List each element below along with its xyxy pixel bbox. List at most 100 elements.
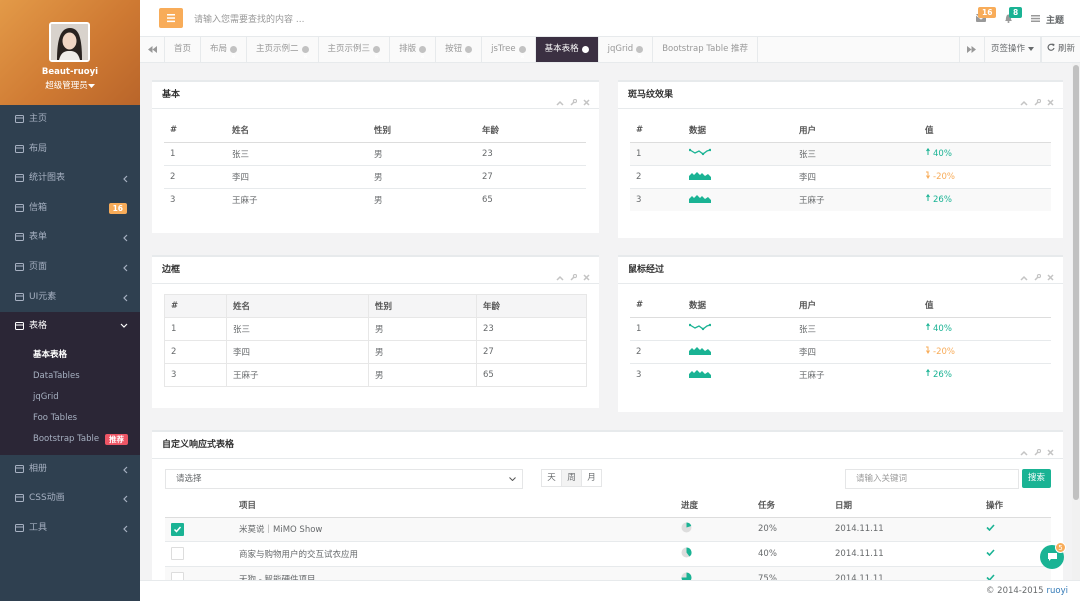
tab[interactable]: jsTree bbox=[482, 37, 536, 62]
icon bbox=[1047, 449, 1054, 456]
table-row[interactable]: 3 王麻子 26% bbox=[630, 362, 1051, 386]
search-input[interactable]: 请输入关键词 bbox=[845, 469, 1019, 489]
tab[interactable]: 按钮 bbox=[436, 37, 483, 62]
menu-item[interactable]: 表格 bbox=[0, 312, 140, 342]
icon bbox=[583, 274, 590, 281]
tab-close[interactable] bbox=[518, 46, 526, 59]
tab-close[interactable] bbox=[581, 46, 589, 59]
tab[interactable]: Bootstrap Table 推荐 bbox=[653, 37, 759, 62]
config-icon[interactable] bbox=[570, 266, 578, 293]
checkbox[interactable] bbox=[171, 547, 184, 561]
menu-item[interactable]: CSS动画 bbox=[0, 484, 140, 514]
tab-close[interactable] bbox=[301, 46, 309, 59]
spacer bbox=[758, 37, 959, 62]
table-row[interactable]: 1 张三 40% bbox=[630, 316, 1051, 340]
close-icon[interactable] bbox=[583, 266, 590, 293]
panel-body: # 姓名 性别 年龄 1 张三男 23 2 李四男 27 3 王麻子男 65 bbox=[152, 109, 599, 221]
action-cell bbox=[980, 565, 1051, 580]
close-icon[interactable] bbox=[1047, 266, 1054, 293]
menu-toggle[interactable] bbox=[159, 8, 183, 28]
table: # 数据 用户值 1 张三 40% 2 李四 -20% 3 王麻子 26% bbox=[630, 294, 1051, 386]
table-row[interactable]: 2 李四 -20% bbox=[630, 339, 1051, 363]
tab[interactable]: 排版 bbox=[390, 37, 437, 62]
rect-shape bbox=[167, 17, 175, 19]
menu-item[interactable]: 统计图表 bbox=[0, 164, 140, 194]
range-button[interactable]: 天 bbox=[541, 469, 562, 487]
checkbox[interactable] bbox=[171, 522, 184, 536]
menu-label: 相册 bbox=[29, 463, 48, 474]
cell: 3 bbox=[630, 187, 683, 211]
submenu-label: Foo Tables bbox=[33, 412, 78, 423]
collapse-icon[interactable] bbox=[556, 91, 564, 118]
footer-link[interactable]: ruoyi bbox=[1046, 586, 1068, 596]
config-icon[interactable] bbox=[1034, 266, 1042, 293]
tab-close[interactable] bbox=[636, 46, 644, 59]
circle-shape bbox=[1036, 98, 1042, 104]
cell: 23 bbox=[476, 141, 586, 165]
tab-label: 主页示例三 bbox=[327, 44, 371, 54]
table-row: 米莫说｜MiMO Show 20% 2014.11.11 bbox=[165, 516, 1051, 542]
close-icon[interactable] bbox=[1047, 441, 1054, 468]
theme-link[interactable]: 主题 bbox=[1046, 16, 1065, 26]
menu-item[interactable]: 信箱 16 bbox=[0, 194, 140, 224]
submenu-item[interactable]: 基本表格 bbox=[0, 345, 140, 366]
select[interactable]: 请选择 bbox=[165, 469, 523, 489]
tab-actions[interactable]: 页签操作 bbox=[983, 37, 1041, 62]
menu-item[interactable]: 主页 bbox=[0, 105, 140, 135]
config-icon[interactable] bbox=[570, 91, 578, 118]
icon bbox=[15, 523, 24, 532]
collapse-icon[interactable] bbox=[1020, 441, 1028, 468]
menu-item[interactable]: UI元素 bbox=[0, 283, 140, 313]
menu-item[interactable]: 相册 bbox=[0, 455, 140, 485]
config-icon[interactable] bbox=[1034, 441, 1042, 468]
config-icon[interactable] bbox=[1034, 91, 1042, 118]
tab-prev[interactable] bbox=[140, 37, 165, 62]
submenu-item[interactable]: Foo Tables bbox=[0, 408, 140, 429]
cell: 商家与购物用户的交互试衣应用 bbox=[233, 541, 675, 566]
path-shape bbox=[689, 149, 711, 155]
range-button[interactable]: 周 bbox=[561, 469, 582, 487]
icon bbox=[570, 273, 578, 281]
tab-close[interactable] bbox=[419, 46, 427, 59]
menu-item[interactable]: 页面 bbox=[0, 253, 140, 283]
table-row: 2 李四 -20% bbox=[630, 164, 1051, 188]
collapse-icon[interactable] bbox=[1020, 266, 1028, 293]
tab[interactable]: 首页 bbox=[165, 37, 202, 62]
submenu-item[interactable]: DataTables bbox=[0, 366, 140, 387]
column-header: 日期 bbox=[829, 494, 980, 518]
tab[interactable]: 布局 bbox=[201, 37, 248, 62]
path-shape bbox=[1020, 275, 1028, 281]
close-icon[interactable] bbox=[1047, 91, 1054, 118]
submenu-item[interactable]: Bootstrap Table 推荐 bbox=[0, 429, 140, 450]
cell: 2014.11.11 bbox=[829, 541, 980, 566]
tab-close[interactable] bbox=[373, 46, 381, 59]
tbody: 米莫说｜MiMO Show 20% 2014.11.11 商家与购物用户的交互试衣应用… bbox=[165, 516, 1051, 580]
tab-close[interactable] bbox=[465, 46, 473, 59]
menu-item[interactable]: 表单 bbox=[0, 223, 140, 253]
user-role[interactable]: 超级管理员 bbox=[0, 79, 140, 91]
submenu-item[interactable]: jqGrid bbox=[0, 387, 140, 408]
close-icon[interactable] bbox=[583, 91, 590, 118]
menu-item[interactable]: 工具 bbox=[0, 514, 140, 544]
collapse-icon[interactable] bbox=[556, 266, 564, 293]
scroll-thumb[interactable] bbox=[1073, 65, 1079, 500]
search-button[interactable]: 搜索 bbox=[1022, 469, 1051, 488]
menu-item[interactable]: 布局 bbox=[0, 135, 140, 165]
tab-close[interactable] bbox=[230, 46, 238, 59]
tab[interactable]: 基本表格 bbox=[535, 37, 599, 62]
trend-icon bbox=[925, 171, 931, 182]
checkbox[interactable] bbox=[171, 572, 184, 580]
cell: 王麻子 bbox=[793, 187, 919, 211]
tab-next[interactable] bbox=[958, 37, 984, 62]
circle-shape bbox=[708, 323, 712, 327]
path-shape bbox=[689, 370, 711, 379]
tab-refresh[interactable]: 刷新 bbox=[1040, 37, 1080, 62]
chat-button[interactable]: 5 bbox=[1040, 542, 1066, 569]
range-button[interactable]: 月 bbox=[581, 469, 602, 487]
action-cell bbox=[980, 541, 1051, 566]
search-input[interactable]: 请输入您需要查找的内容 ... bbox=[194, 15, 305, 25]
tab[interactable]: jqGrid bbox=[599, 37, 654, 62]
tab[interactable]: 主页示例三 bbox=[319, 37, 391, 62]
collapse-icon[interactable] bbox=[1020, 91, 1028, 118]
tab[interactable]: 主页示例二 bbox=[247, 37, 319, 62]
